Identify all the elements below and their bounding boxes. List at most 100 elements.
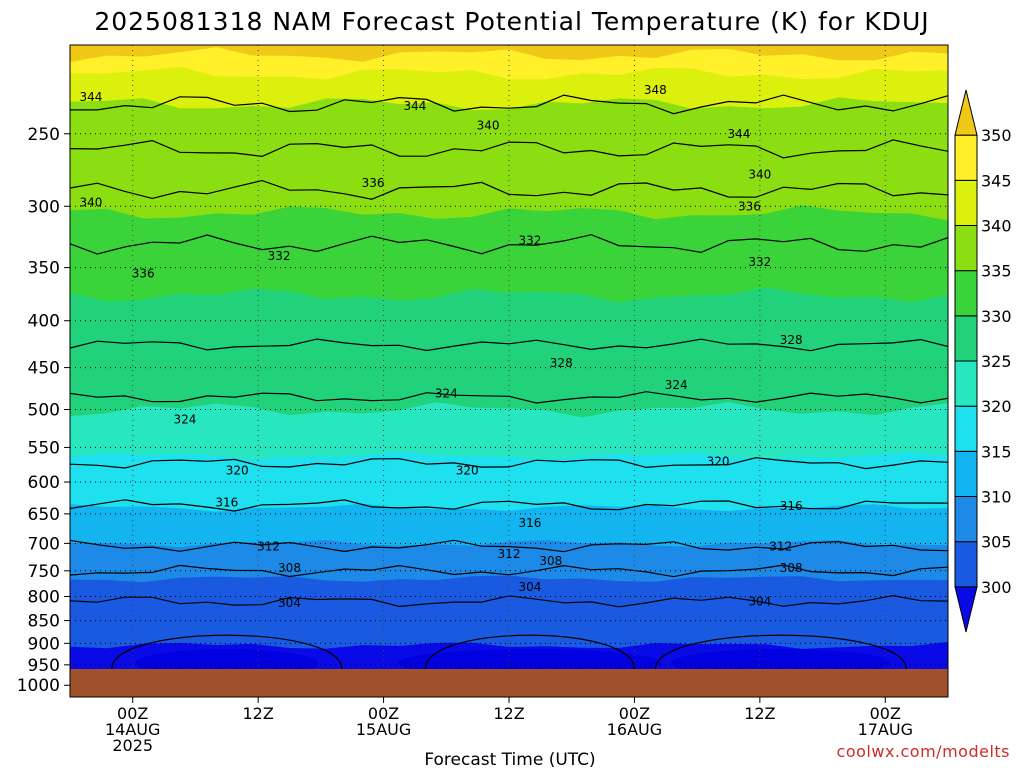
colorbar-tick-label: 315 xyxy=(981,442,1012,461)
grid-lines xyxy=(70,45,948,697)
colorbar-tick-label: 345 xyxy=(981,171,1012,190)
contour-label: 304 xyxy=(518,580,541,594)
contour-label-text: 344 xyxy=(79,90,102,104)
contour-label-text: 336 xyxy=(362,176,385,190)
contour-label: 328 xyxy=(550,356,573,370)
x-tick-label: 00Z xyxy=(870,704,901,723)
contour-label: 324 xyxy=(174,413,197,427)
contour-line-308 xyxy=(69,564,949,578)
contour-label-text: 332 xyxy=(748,255,771,269)
temperature-bands xyxy=(70,45,948,697)
y-tick-label: 450 xyxy=(28,359,60,379)
credit-text: coolwx.com/modelts xyxy=(837,742,1010,761)
contour-line-324 xyxy=(69,391,949,404)
contour-label: 336 xyxy=(362,176,385,190)
colorbar-tick-label: 300 xyxy=(981,578,1012,597)
y-tick-label: 900 xyxy=(28,634,60,654)
colorbar-tick-label: 340 xyxy=(981,217,1012,236)
surface-contour-loop xyxy=(654,634,907,670)
colorbar-segment xyxy=(954,315,978,362)
colorbar-segment xyxy=(954,450,978,498)
y-tick-label: 550 xyxy=(28,438,60,458)
contour-label-text: 316 xyxy=(780,499,803,513)
colorbar-tick-label: 320 xyxy=(981,397,1012,416)
y-tick-label: 350 xyxy=(28,259,60,279)
y-tick-label: 500 xyxy=(28,401,60,421)
x-tick-label: 00Z xyxy=(368,704,399,723)
contour-lines xyxy=(69,94,949,670)
contour-label-text: 316 xyxy=(518,516,541,530)
contour-label: 320 xyxy=(456,464,479,478)
colorbar-segment xyxy=(954,270,978,317)
contour-label: 320 xyxy=(707,455,730,469)
contour-label-text: 312 xyxy=(498,547,521,561)
colorbar-segment xyxy=(954,496,978,543)
x-tick-label: 12Z xyxy=(242,704,273,723)
contour-label-text: 320 xyxy=(456,464,479,478)
colorbar-extend-low xyxy=(954,586,978,633)
contour-label-text: 348 xyxy=(644,83,667,97)
contour-label: 332 xyxy=(518,234,541,248)
contour-label: 308 xyxy=(278,561,301,575)
contour-label-text: 328 xyxy=(780,333,803,347)
colorbar-segment xyxy=(954,179,978,226)
colorbar: 300 305 310 315 320 325 330 335 340 345 350 xyxy=(954,89,1012,633)
contour-label: 308 xyxy=(539,554,562,568)
contour-line-312 xyxy=(69,539,949,553)
contour-label-text: 332 xyxy=(268,249,291,263)
contour-line-320 xyxy=(69,457,949,470)
contour-label: 344 xyxy=(727,127,750,141)
x-tick-label: 17AUG xyxy=(858,720,913,739)
colorbar-segment xyxy=(954,134,978,181)
contour-label: 332 xyxy=(268,249,291,263)
colorbar-tick-label: 330 xyxy=(981,307,1012,326)
y-tick-label: 600 xyxy=(28,473,60,493)
colorbar-tick-label: 325 xyxy=(981,352,1012,371)
contour-label-text: 312 xyxy=(257,540,280,554)
x-tick-label: 14AUG xyxy=(105,720,160,739)
contour-label: 312 xyxy=(769,540,792,554)
contour-label-text: 340 xyxy=(79,195,102,209)
colorbar-segment xyxy=(954,360,978,407)
y-tick-label: 250 xyxy=(28,125,60,145)
contour-label-text: 308 xyxy=(539,554,562,568)
y-tick-label: 950 xyxy=(28,656,60,676)
contour-label: 308 xyxy=(780,561,803,575)
contour-label: 304 xyxy=(748,594,771,608)
contour-label: 320 xyxy=(226,464,249,478)
ground-surface xyxy=(70,669,948,697)
y-tick-label: 700 xyxy=(28,534,60,554)
y-tick-label: 650 xyxy=(28,505,60,525)
contour-labels: 344 344 348 340 344 340 340 336 336 336 332 332 332 3… xyxy=(79,83,803,610)
contour-label: 344 xyxy=(79,90,102,104)
contour-label-text: 344 xyxy=(403,99,426,113)
contour-label-text: 336 xyxy=(132,266,155,280)
x-tick-label: 00Z xyxy=(117,704,148,723)
contour-label-text: 344 xyxy=(727,127,750,141)
contour-label: 336 xyxy=(738,199,761,213)
colorbar-extend-high xyxy=(954,89,978,136)
contour-label-text: 316 xyxy=(215,496,238,510)
colorbar-tick-label: 310 xyxy=(981,488,1012,507)
x-tick-label: 00Z xyxy=(619,704,650,723)
contour-line-336 xyxy=(69,179,949,200)
contour-label: 316 xyxy=(215,496,238,510)
contour-label: 332 xyxy=(748,255,771,269)
surface-contour-loop xyxy=(424,634,636,670)
contour-label-text: 324 xyxy=(665,378,688,392)
colorbar-tick-label: 305 xyxy=(981,533,1012,552)
contour-label: 312 xyxy=(498,547,521,561)
contour-label-text: 308 xyxy=(780,561,803,575)
contour-label-text: 324 xyxy=(435,386,458,400)
contour-label-text: 340 xyxy=(477,119,500,133)
x-tick-label: 16AUG xyxy=(607,720,662,739)
contour-label: 340 xyxy=(477,119,500,133)
contour-line-340 xyxy=(69,139,949,159)
contour-label-text: 304 xyxy=(518,580,541,594)
contour-label: 336 xyxy=(132,266,155,280)
y-tick-label: 1000 xyxy=(17,676,60,696)
contour-label: 344 xyxy=(403,99,426,113)
x-tick-label: 2025 xyxy=(112,736,153,755)
